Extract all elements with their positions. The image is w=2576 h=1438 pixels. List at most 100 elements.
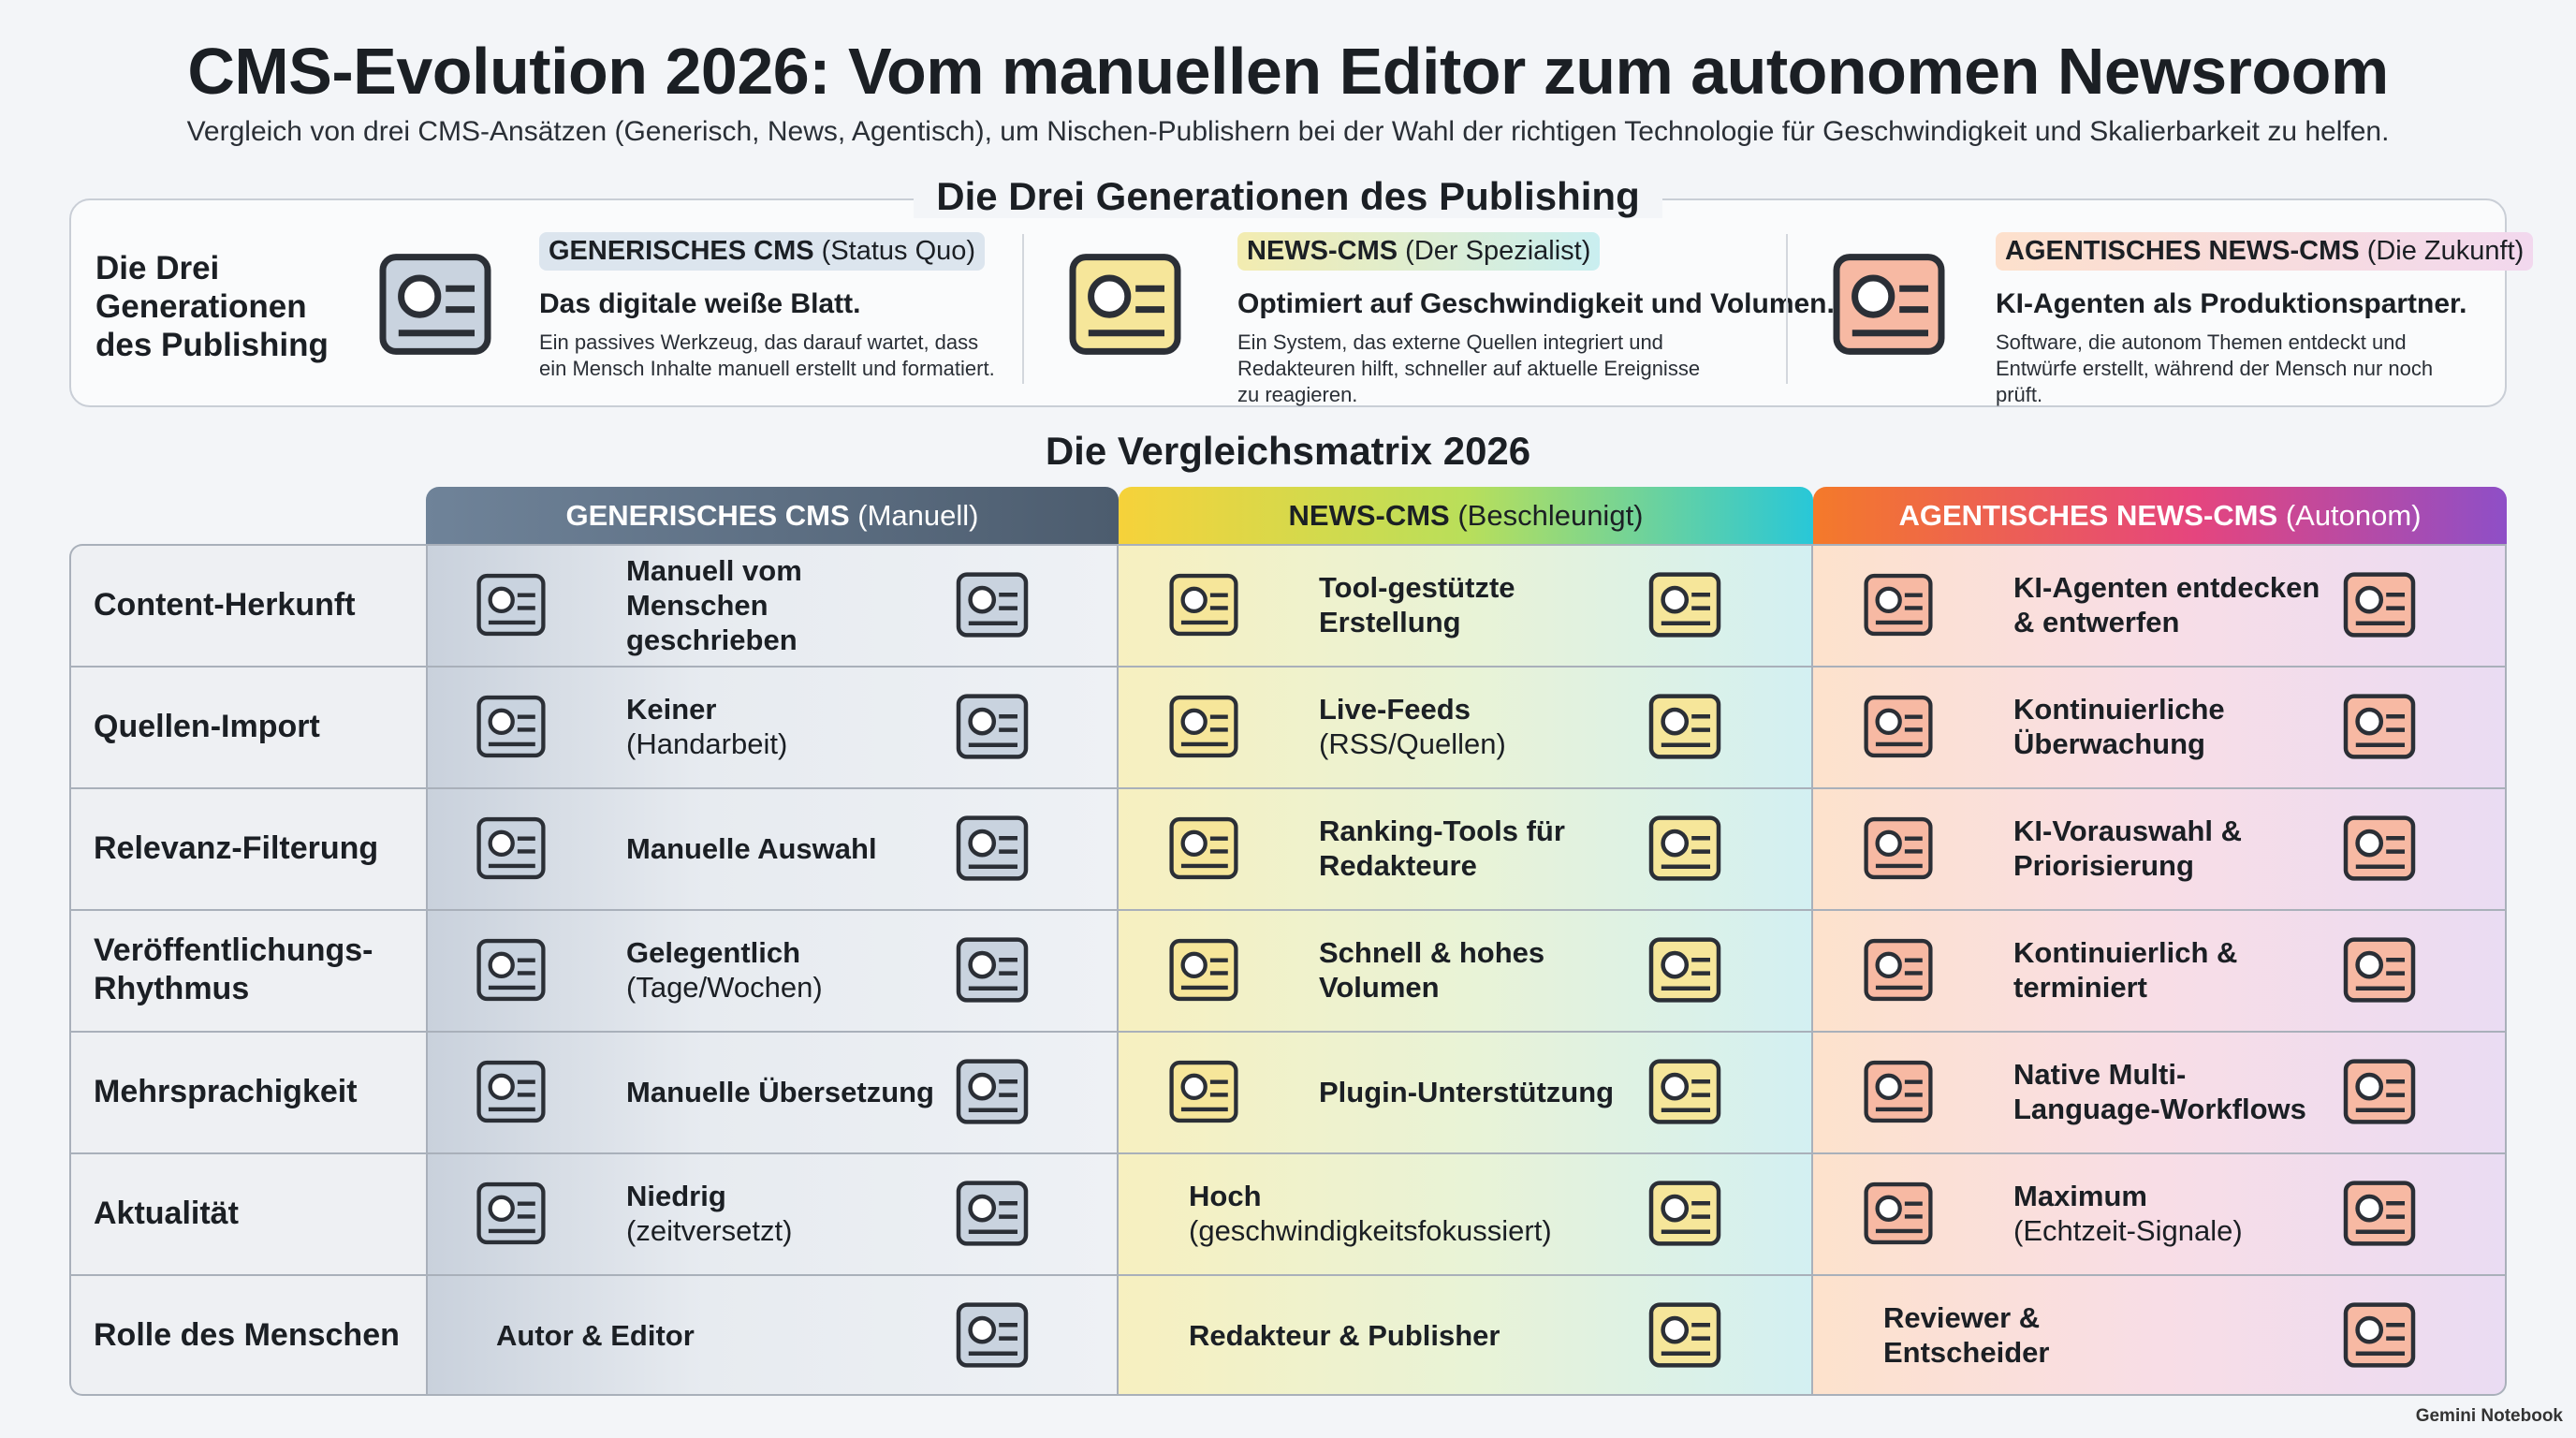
row-label: Quellen-Import — [94, 708, 320, 744]
icon — [1069, 254, 1181, 355]
cell: Kontinuierlich & terminiert — [2013, 909, 2332, 1031]
cell: Hoch (geschwindigkeitsfokussiert) — [1189, 1152, 1552, 1274]
generation-heading: Optimiert auf Geschwindigkeit und Volume… — [1237, 288, 1835, 319]
row-line — [69, 666, 2507, 668]
cell: Manuelle Auswahl — [626, 787, 944, 909]
icon — [1648, 937, 1721, 1003]
icon — [476, 938, 546, 1002]
column-header: GENERISCHES CMS (Manuell) — [426, 487, 1119, 544]
cell: KI-Vorauswahl & Priorisierung — [2013, 787, 2332, 909]
row-line — [69, 787, 2507, 789]
cell-text: Niedrig — [626, 1180, 726, 1212]
generation-text: Software, die autonom Themen entdeckt un… — [1996, 330, 2434, 406]
generation-text: Ein passives Werkzeug, das darauf wartet… — [539, 330, 995, 380]
icon — [2343, 937, 2416, 1003]
column-header: NEWS-CMS (Beschleunigt) — [1119, 487, 1813, 544]
footer-brand: Gemini Notebook — [2415, 1406, 2563, 1426]
row-line — [69, 1152, 2507, 1154]
cell-text: Kontinuierliche Überwachung — [2013, 693, 2225, 760]
icon — [476, 695, 546, 758]
cell-note: (Tage/Wochen) — [626, 971, 823, 1004]
cell-text: Maximum — [2013, 1180, 2147, 1212]
icon — [1864, 573, 1933, 637]
cell-text: Manuelle Übersetzung — [626, 1075, 934, 1108]
cell-text: Reviewer & Entscheider — [1883, 1301, 2050, 1369]
generations-title: Die Drei Generationen des Publishing — [914, 174, 1662, 218]
icon — [1648, 572, 1721, 638]
icon — [956, 1181, 1029, 1246]
row-label: Relevanz-Filterung — [94, 829, 379, 866]
icon — [1864, 1060, 1933, 1123]
icon — [956, 1302, 1029, 1368]
cell: Ranking-Tools für Redakteure — [1319, 787, 1637, 909]
icon — [956, 815, 1029, 881]
icon — [956, 937, 1029, 1003]
cell-text: Manuell vom Menschen geschrieben — [626, 553, 802, 656]
generation-text: Ein System, das externe Quellen integrie… — [1237, 330, 1701, 406]
row-line — [69, 909, 2507, 911]
cell: Kontinuierliche Überwachung — [2013, 666, 2332, 787]
icon — [1833, 254, 1945, 355]
row-label: Aktualität — [94, 1195, 239, 1231]
generation-pill: NEWS-CMS (Der Spezialist) — [1237, 232, 1601, 271]
icon — [1864, 695, 1933, 758]
cell-text: Autor & Editor — [496, 1318, 695, 1352]
cell-text: KI-Vorauswahl & Priorisierung — [2013, 814, 2243, 882]
column-qualifier: (Beschleunigt) — [1457, 498, 1644, 532]
icon — [2343, 1059, 2416, 1124]
generation-heading: Das digitale weiße Blatt. — [539, 288, 861, 319]
column-name: AGENTISCHES NEWS-CMS — [1898, 498, 2278, 532]
icon — [2343, 1302, 2416, 1368]
icon — [1169, 573, 1238, 637]
icon — [476, 573, 546, 637]
icon — [476, 1060, 546, 1123]
cell-text: Gelegentlich — [626, 936, 801, 969]
divider — [1786, 234, 1788, 384]
row-label: Rolle des Menschen — [94, 1316, 400, 1353]
column-header: AGENTISCHES NEWS-CMS (Autonom) — [1813, 487, 2507, 544]
cell: Manuelle Übersetzung — [626, 1031, 944, 1152]
icon — [2343, 1181, 2416, 1246]
generations-side-label: Die Drei Generationen des Publishing — [95, 250, 329, 363]
generation-pill: AGENTISCHES NEWS-CMS (Die Zukunft) — [1996, 232, 2534, 271]
cell-note: (Echtzeit-Signale) — [2013, 1214, 2243, 1247]
generation-name: AGENTISCHES NEWS-CMS — [2005, 236, 2360, 266]
column-qualifier: (Manuell) — [857, 498, 979, 532]
icon — [1648, 1302, 1721, 1368]
cell-text: Native Multi-Language-Workflows — [2013, 1058, 2306, 1125]
cell: Gelegentlich (Tage/Wochen) — [626, 909, 944, 1031]
cell-text: Ranking-Tools für Redakteure — [1319, 814, 1565, 882]
cell-text: Keiner — [626, 693, 717, 726]
cell-note: (RSS/Quellen) — [1319, 727, 1506, 760]
icon — [956, 572, 1029, 638]
cell: Plugin-Unterstützung — [1319, 1031, 1637, 1152]
generations-title-wrap: Die Drei Generationen des Publishing — [0, 174, 2576, 219]
cell: Redakteur & Publisher — [1189, 1274, 1507, 1396]
cell-text: Hoch — [1189, 1180, 1262, 1212]
icon — [956, 694, 1029, 759]
icon — [1169, 1060, 1238, 1123]
generation-qualifier: (Status Quo) — [821, 236, 976, 266]
icon — [379, 254, 491, 355]
icon — [1864, 816, 1933, 880]
icon — [1864, 1181, 1933, 1245]
row-line — [69, 1031, 2507, 1033]
cell-text: Schnell & hohes Volumen — [1319, 936, 1545, 1004]
row-label-column — [69, 544, 426, 1396]
generation-qualifier: (Die Zukunft) — [2366, 236, 2525, 266]
cell: Tool-gestützte Erstellung — [1319, 544, 1637, 666]
cell-text: Redakteur & Publisher — [1189, 1318, 1500, 1352]
cell: Maximum (Echtzeit-Signale) — [2013, 1152, 2332, 1274]
subtitle: Vergleich von drei CMS-Ansätzen (Generis… — [186, 116, 2390, 147]
row-line — [69, 1274, 2507, 1276]
generation-qualifier: (Der Spezialist) — [1405, 236, 1591, 266]
icon — [2343, 572, 2416, 638]
icon — [2343, 815, 2416, 881]
cell-text: Plugin-Unterstützung — [1319, 1075, 1615, 1108]
cell-text: Manuelle Auswahl — [626, 831, 877, 865]
icon — [1864, 938, 1933, 1002]
generation-name: NEWS-CMS — [1247, 236, 1398, 266]
cell: Keiner (Handarbeit) — [626, 666, 944, 787]
